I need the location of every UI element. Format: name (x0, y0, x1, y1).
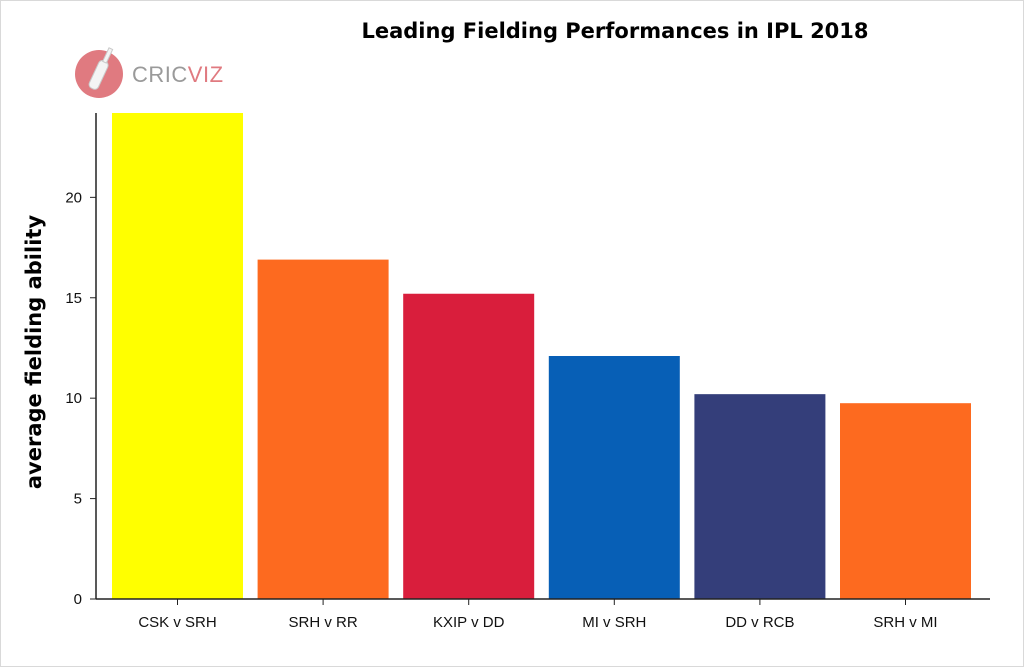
svg-text:CRICVIZ: CRICVIZ (132, 62, 224, 87)
x-tick-label: KXIP v DD (433, 614, 505, 631)
bar-3 (403, 293, 535, 599)
logo-text-cric: CRIC (132, 62, 188, 87)
x-tick-label: MI v SRH (582, 614, 646, 631)
x-tick-label: SRH v RR (289, 614, 358, 631)
y-axis: 0 5 10 15 20 (65, 113, 97, 608)
cricket-bat-icon (88, 47, 114, 90)
bar-6 (840, 403, 971, 599)
y-axis-label: average fielding ability (22, 215, 46, 490)
bar-4 (548, 356, 680, 599)
bars-group (112, 113, 971, 599)
bar-1 (112, 113, 243, 599)
y-tick-label: 5 (74, 491, 82, 508)
y-tick-label: 0 (74, 591, 82, 608)
bar-2 (257, 259, 389, 599)
x-tick-label: SRH v MI (873, 614, 937, 631)
x-tick-label: DD v RCB (725, 614, 794, 631)
logo-text-viz: VIZ (188, 62, 224, 87)
y-tick-label: 15 (65, 290, 82, 307)
x-axis: CSK v SRH SRH v RR KXIP v DD MI v SRH DD v R… (96, 598, 990, 631)
cricviz-logo: CRICVIZ (75, 47, 224, 98)
chart-title: Leading Fielding Performances in IPL 201… (361, 19, 868, 43)
x-tick-label: CSK v SRH (138, 614, 216, 631)
y-tick-label: 10 (65, 390, 82, 407)
y-tick-label: 20 (65, 189, 82, 206)
bar-5 (694, 394, 826, 599)
